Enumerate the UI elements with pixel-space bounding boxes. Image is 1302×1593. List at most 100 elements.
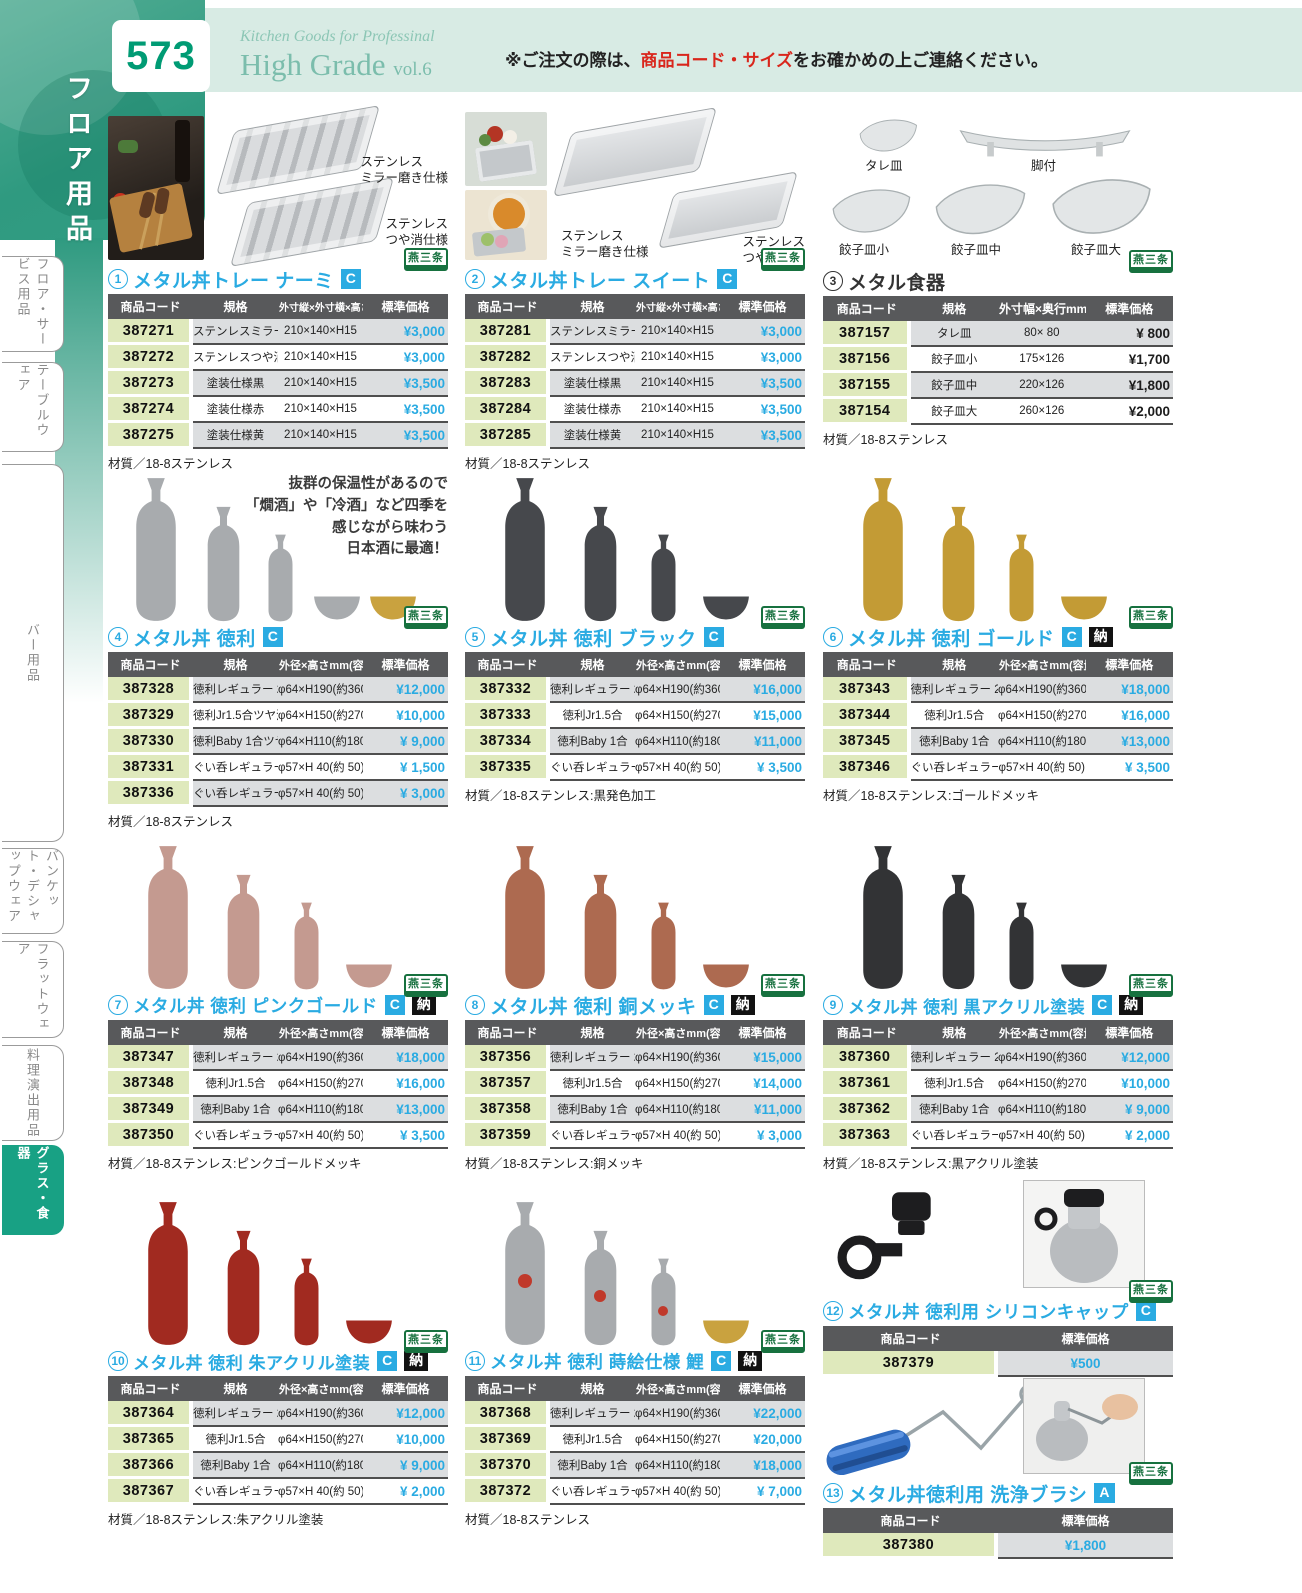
product-price: ¥ 2,000	[1085, 1123, 1173, 1149]
product-spec: 徳利Baby 1合ツヤ消	[193, 729, 278, 755]
product-size: φ64×H150(約270)	[635, 703, 720, 729]
product-code: 387356	[465, 1045, 550, 1071]
table-row: 387344 徳利Jr1.5合 φ64×H150(約270) ¥16,000	[823, 703, 1173, 729]
product-size: φ57×H 40(約 50)	[998, 1123, 1086, 1149]
product-spec: 徳利レギュラー 2合	[193, 1045, 278, 1071]
table-row: 387331 ぐい呑レギュラーツヤ消 φ57×H 40(約 50) ¥ 1,50…	[108, 755, 448, 781]
catalog-subtitle: Kitchen Goods for Professinal	[240, 28, 435, 45]
table-row: 387336 ぐい呑レギュラー内金メッキ φ57×H 40(約 50) ¥ 3,…	[108, 781, 448, 807]
product-size: φ64×H190(約360)	[998, 677, 1086, 703]
product-code: 387349	[108, 1097, 193, 1123]
section-tokkuri-gold: 6 メタル丼 徳利 ゴールド C 納 燕三条 商品コード 規格 外径×高さmm(…	[823, 472, 1173, 804]
table-row: 387369 徳利Jr1.5合 φ64×H150(約270) ¥20,000	[465, 1427, 805, 1453]
table-row: 387329 徳利Jr1.5合ツヤ消 φ64×H150(約270) ¥10,00…	[108, 703, 448, 729]
section-number: 5	[465, 627, 485, 647]
product-code: 387360	[823, 1045, 911, 1071]
product-price: ¥ 3,000	[720, 1123, 805, 1149]
product-size: φ64×H190(約360)	[635, 1045, 720, 1071]
page-number: 573	[126, 33, 196, 78]
tokkuri-set-illustration	[148, 846, 392, 990]
table-row: 387334 徳利Baby 1合 φ64×H110(約180) ¥11,000	[465, 729, 805, 755]
figure-label: タレ皿	[865, 159, 903, 173]
product-spec: 徳利レギュラー 2合	[550, 1045, 635, 1071]
product-size: 210×140×H15	[278, 423, 363, 449]
price-table: 商品コード 規格 外径×高さmm(容量ml) 標準価格 387364 徳利レギュ…	[108, 1376, 448, 1505]
product-spec: 徳利Baby 1合	[550, 729, 635, 755]
section-title: 3 メタル食器 燕三条	[823, 250, 1173, 296]
product-spec: 徳利Baby 1合	[193, 1453, 278, 1479]
catalog-title: High Grade vol.6	[240, 47, 432, 82]
product-size: φ64×H150(約270)	[635, 1071, 720, 1097]
product-price: ¥ 9,000	[1085, 1097, 1173, 1123]
product-code: 387345	[823, 729, 911, 755]
product-spec: 塗装仕様赤	[193, 397, 278, 423]
product-price: ¥14,000	[720, 1071, 805, 1097]
product-size: φ64×H190(約360)	[635, 1401, 720, 1427]
section-title: 7 メタル丼 徳利 ピンクゴールド C 納 燕三条	[108, 974, 448, 1020]
product-price: ¥12,000	[1085, 1045, 1173, 1071]
product-price: ¥16,000	[720, 677, 805, 703]
section-title: 10 メタル丼 徳利 朱アクリル塗装 C 納 燕三条	[108, 1330, 448, 1376]
tokkuri-set-illustration	[505, 1202, 749, 1346]
product-size: φ57×H 40(約 50)	[635, 755, 720, 781]
product-code: 387370	[465, 1453, 550, 1479]
product-spec: 徳利Jr1.5合	[550, 703, 635, 729]
product-spec: 徳利レギュラー 2合	[550, 1401, 635, 1427]
badge-c: C	[1135, 1301, 1156, 1321]
section-title: 6 メタル丼 徳利 ゴールド C 納 燕三条	[823, 606, 1173, 652]
product-size: φ64×H110(約180)	[998, 1097, 1086, 1123]
product-code: 387328	[108, 677, 193, 703]
gyoza-plate-large-illustration	[1045, 170, 1157, 238]
product-spec: 徳利Jr1.5合	[550, 1071, 635, 1097]
product-size: 80× 80	[998, 321, 1086, 347]
product-size: φ64×H150(約270)	[278, 1427, 363, 1453]
section-tokkuri: 抜群の保温性があるので 「燗酒」や「冷酒」など四季を 感じながら味わう 日本酒に…	[108, 472, 448, 830]
section-cleaning-brush: 13 メタル丼徳利用 洗浄ブラシ A 燕三条 商品コード 標準価格 387380…	[823, 1378, 1173, 1559]
badge-c: C	[717, 269, 738, 289]
price-table: 商品コード 規格 外径×高さmm(容量ml) 標準価格 387328 徳利レギュ…	[108, 652, 448, 807]
silicone-cap-illustration	[837, 1192, 931, 1280]
maker-badge: 燕三条	[404, 974, 448, 997]
product-figure: タレ皿 脚付 餃子皿小 餃子皿中 餃子皿大	[823, 108, 1173, 266]
table-row: 387358 徳利Baby 1合 φ64×H110(約180) ¥11,000	[465, 1097, 805, 1123]
maker-badge: 燕三条	[1129, 974, 1173, 997]
section-tokkuri-black: 5 メタル丼 徳利 ブラック C 燕三条 商品コード 規格 外径×高さmm(容量…	[465, 472, 805, 804]
product-code: 387348	[108, 1071, 193, 1097]
table-row: 387361 徳利Jr1.5合 φ64×H150(約270) ¥10,000	[823, 1071, 1173, 1097]
table-row: 387359 ぐい呑レギュラー φ57×H 40(約 50) ¥ 3,000	[465, 1123, 805, 1149]
section-title: 12 メタル丼 徳利用 シリコンキャップ C 燕三条	[823, 1280, 1173, 1326]
product-price: ¥ 9,000	[363, 729, 448, 755]
product-figure	[108, 1196, 448, 1346]
product-spec: ぐい呑レギュラー	[193, 1479, 278, 1505]
product-figure	[823, 1378, 1173, 1478]
price-table-body: 387379 ¥500	[823, 1351, 1173, 1377]
table-row: 387362 徳利Baby 1合 φ64×H110(約180) ¥ 9,000	[823, 1097, 1173, 1123]
product-size: 220×126	[998, 373, 1086, 399]
table-row: 387157 タレ皿 80× 80 ¥ 800	[823, 321, 1173, 347]
product-price: ¥13,000	[1085, 729, 1173, 755]
section-number: 4	[108, 627, 128, 647]
product-code: 387361	[823, 1071, 911, 1097]
product-size: 210×140×H15	[278, 371, 363, 397]
table-row: 387333 徳利Jr1.5合 φ64×H150(約270) ¥15,000	[465, 703, 805, 729]
product-spec: 塗装仕様黄	[193, 423, 278, 449]
product-size: φ64×H110(約180)	[278, 1097, 363, 1123]
tokkuri-set-illustration	[863, 478, 1107, 622]
table-row: 387372 ぐい呑レギュラー φ57×H 40(約 50) ¥ 7,000	[465, 1479, 805, 1505]
product-price: ¥16,000	[363, 1071, 448, 1097]
table-row: 387156 餃子皿小 175×126 ¥1,700	[823, 347, 1173, 373]
table-row: 387363 ぐい呑レギュラー φ57×H 40(約 50) ¥ 2,000	[823, 1123, 1173, 1149]
product-spec: ぐい呑レギュラーツヤ消	[193, 755, 278, 781]
product-code: 387369	[465, 1427, 550, 1453]
section-tokkuri-pinkgold: 7 メタル丼 徳利 ピンクゴールド C 納 燕三条 商品コード 規格 外径×高さ…	[108, 840, 448, 1172]
material-note: 材質／18-8ステンレス	[823, 433, 949, 447]
product-price: ¥22,000	[720, 1401, 805, 1427]
product-code: 387333	[465, 703, 550, 729]
product-code: 387380	[823, 1533, 998, 1559]
product-price: ¥3,500	[720, 371, 805, 397]
table-row: 387273 塗装仕様黒 210×140×H15 ¥3,500	[108, 371, 448, 397]
material-note: 材質／18-8ステンレス	[465, 1513, 591, 1527]
product-code: 387372	[465, 1479, 550, 1505]
product-code: 387332	[465, 677, 550, 703]
